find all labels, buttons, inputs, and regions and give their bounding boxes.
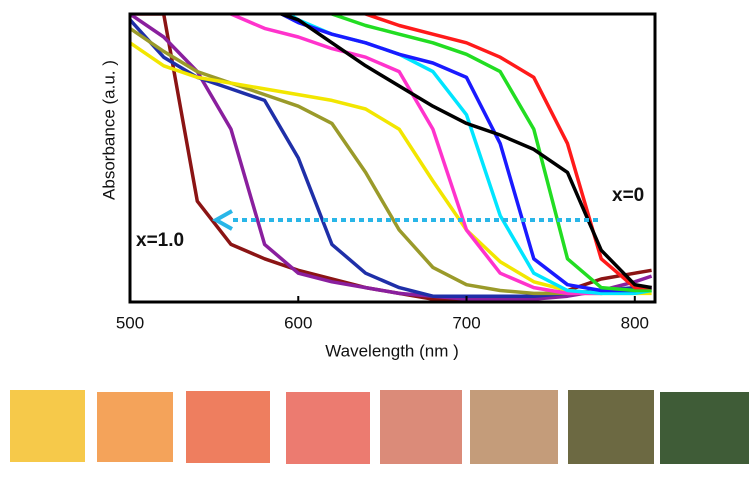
x-axis-title: Wavelength (nm ) bbox=[325, 341, 459, 360]
x-tick-label: 700 bbox=[452, 313, 480, 332]
plot-frame bbox=[130, 14, 655, 302]
annotation: x=1.0 bbox=[136, 230, 184, 251]
spectrum-line bbox=[130, 14, 652, 299]
spectrum-line bbox=[130, 14, 652, 299]
sample-photos bbox=[10, 390, 749, 464]
sample-photo bbox=[286, 392, 370, 464]
sample-photo bbox=[470, 390, 558, 464]
spectrum-line bbox=[130, 0, 652, 293]
spectrum-line bbox=[130, 0, 652, 291]
x-tick-label: 500 bbox=[116, 313, 144, 332]
x-tick-label: 600 bbox=[284, 313, 312, 332]
sample-photo bbox=[10, 390, 85, 462]
figure: x=0 x=1.0 Wavelength (nm ) Absorbance (a… bbox=[0, 0, 749, 479]
spectrum-line bbox=[130, 0, 652, 290]
sample-photo bbox=[186, 391, 270, 463]
x-tick-label: 800 bbox=[621, 313, 649, 332]
spectrum-line bbox=[130, 0, 652, 293]
spectrum-line bbox=[130, 0, 652, 288]
sample-photo bbox=[568, 390, 654, 464]
annotation: x=0 bbox=[612, 185, 644, 206]
y-axis-title: Absorbance (a.u. ) bbox=[99, 60, 118, 200]
sample-photo bbox=[380, 390, 462, 464]
spectrum-line bbox=[130, 0, 652, 288]
sample-photo bbox=[660, 392, 749, 464]
sample-photo bbox=[97, 392, 173, 462]
